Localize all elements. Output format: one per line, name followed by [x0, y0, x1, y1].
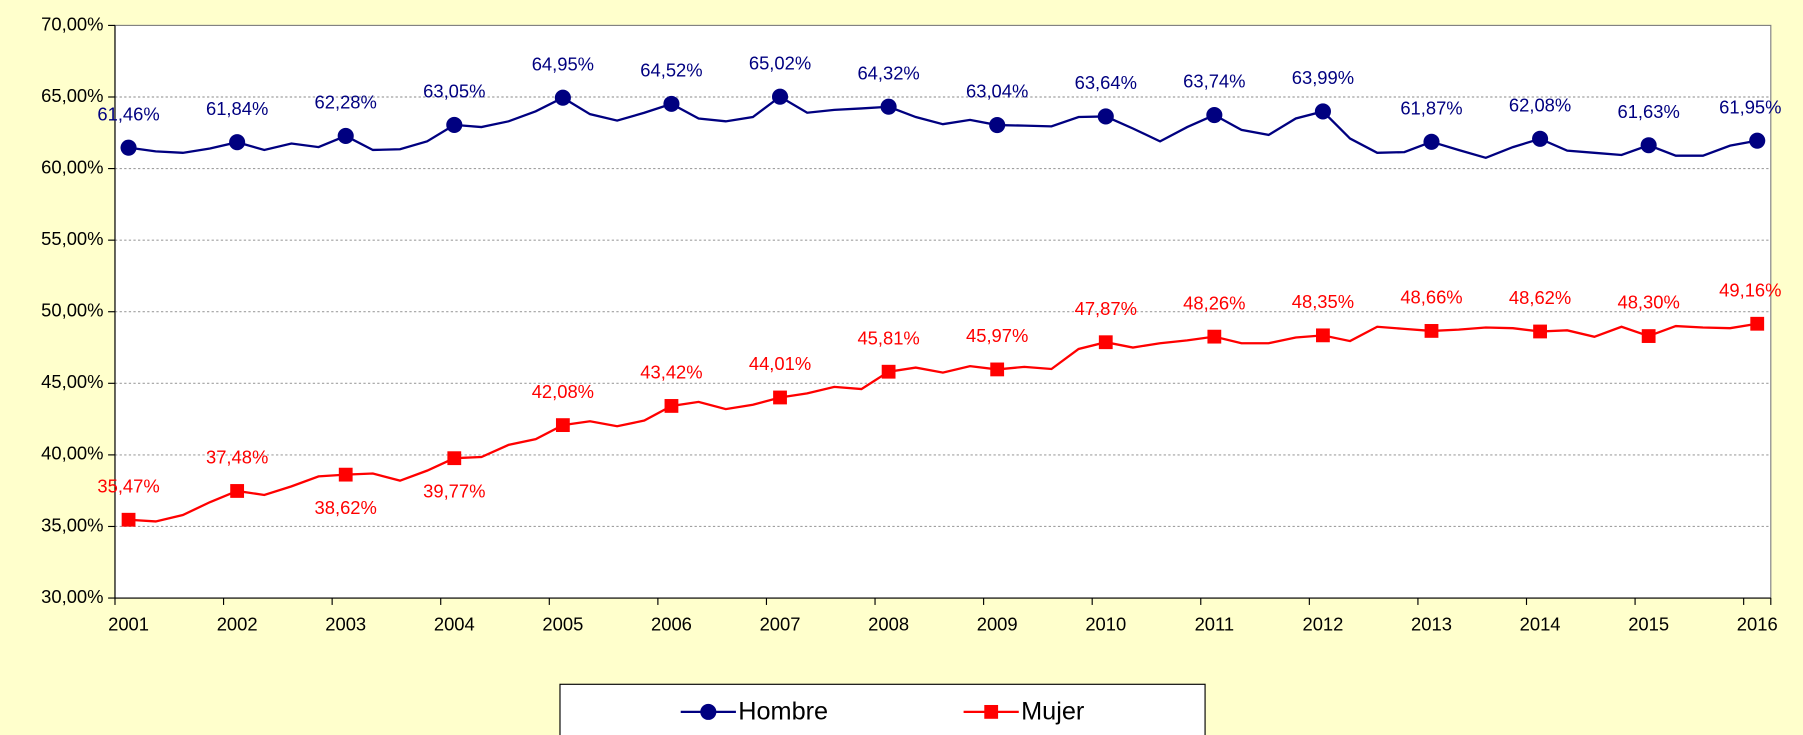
- marker: [990, 362, 1005, 377]
- data-label: 45,97%: [966, 325, 1028, 346]
- marker: [120, 139, 137, 156]
- data-label: 44,01%: [749, 353, 811, 374]
- data-label: 63,99%: [1292, 67, 1354, 88]
- y-tick-label: 30,00%: [41, 586, 103, 607]
- marker: [1640, 137, 1657, 154]
- marker: [663, 95, 680, 112]
- x-tick-label: 2013: [1411, 614, 1452, 635]
- series-line: [128, 95, 1758, 160]
- y-tick-label: 55,00%: [41, 228, 103, 249]
- x-tick-label: 2001: [108, 614, 149, 635]
- data-label: 63,05%: [423, 81, 485, 102]
- y-tick-label: 70,00%: [41, 13, 103, 34]
- y-tick-label: 40,00%: [41, 443, 103, 464]
- x-tick-label: 2014: [1520, 614, 1561, 635]
- marker: [1423, 133, 1440, 150]
- data-label: 64,52%: [640, 60, 702, 81]
- x-tick-label: 2007: [760, 614, 801, 635]
- data-label: 42,08%: [532, 381, 594, 402]
- x-tick-label: 2006: [651, 614, 692, 635]
- marker: [337, 127, 354, 144]
- data-label: 63,04%: [966, 81, 1028, 102]
- marker: [338, 467, 353, 482]
- marker: [229, 134, 246, 151]
- marker: [1316, 328, 1330, 343]
- data-label: 48,62%: [1509, 287, 1571, 308]
- data-label: 49,16%: [1719, 279, 1781, 300]
- marker: [773, 390, 787, 405]
- legend-label: Hombre: [738, 698, 828, 726]
- marker: [230, 484, 245, 498]
- marker: [1097, 108, 1114, 125]
- legend-marker: [984, 704, 999, 719]
- legend-label: Mujer: [1021, 698, 1084, 726]
- data-label: 47,87%: [1075, 298, 1137, 319]
- data-label: 48,26%: [1183, 292, 1245, 313]
- y-tick-label: 50,00%: [41, 300, 103, 321]
- legend-box: [559, 683, 1206, 735]
- data-label: 37,48%: [206, 447, 268, 468]
- data-label: 45,81%: [857, 327, 919, 348]
- marker: [447, 451, 462, 466]
- marker: [1098, 335, 1113, 350]
- x-tick-label: 2004: [434, 614, 475, 635]
- marker: [989, 117, 1006, 134]
- data-label: 62,28%: [315, 92, 377, 113]
- marker: [1206, 106, 1223, 124]
- data-label: 61,63%: [1617, 101, 1679, 122]
- marker: [1641, 329, 1656, 343]
- y-tick-label: 65,00%: [41, 85, 103, 106]
- data-label: 65,02%: [749, 52, 811, 73]
- marker: [554, 89, 571, 106]
- data-label: 38,62%: [315, 497, 377, 518]
- data-label: 61,95%: [1719, 96, 1781, 117]
- marker: [1424, 324, 1439, 338]
- data-label: 61,46%: [97, 103, 159, 124]
- x-tick-label: 2011: [1195, 614, 1235, 635]
- data-label: 35,47%: [97, 475, 159, 496]
- data-label: 64,95%: [532, 53, 594, 74]
- marker: [1749, 132, 1766, 149]
- data-label: 64,32%: [857, 62, 919, 83]
- data-label: 48,66%: [1400, 287, 1462, 308]
- data-label: 61,84%: [206, 98, 268, 119]
- data-label: 61,87%: [1400, 97, 1462, 118]
- marker: [1532, 130, 1549, 147]
- data-label: 63,74%: [1183, 71, 1245, 92]
- y-tick-label: 60,00%: [41, 156, 103, 177]
- data-label: 48,30%: [1617, 292, 1679, 313]
- data-label: 48,35%: [1292, 291, 1354, 312]
- marker: [446, 116, 463, 133]
- x-tick-label: 2009: [977, 614, 1018, 635]
- series-line: [128, 322, 1758, 523]
- x-tick-label: 2016: [1737, 614, 1778, 635]
- marker: [121, 512, 136, 527]
- x-tick-label: 2010: [1085, 614, 1126, 635]
- legend-marker: [700, 703, 717, 720]
- x-tick-label: 2012: [1302, 614, 1343, 635]
- y-tick-label: 45,00%: [41, 371, 103, 392]
- x-tick-label: 2003: [325, 614, 366, 635]
- marker: [1533, 324, 1547, 339]
- marker: [880, 98, 897, 115]
- marker: [881, 364, 896, 379]
- marker: [1314, 103, 1331, 120]
- y-tick-label: 35,00%: [41, 514, 103, 535]
- marker: [771, 88, 789, 105]
- data-label: 43,42%: [640, 362, 702, 383]
- marker: [1207, 329, 1222, 344]
- data-label: 62,08%: [1509, 94, 1571, 115]
- x-tick-label: 2005: [542, 614, 583, 635]
- marker: [664, 399, 679, 413]
- data-label: 39,77%: [423, 481, 485, 502]
- x-tick-label: 2008: [868, 614, 909, 635]
- marker: [1750, 316, 1765, 331]
- x-tick-label: 2015: [1628, 614, 1669, 635]
- data-label: 63,64%: [1075, 72, 1137, 93]
- x-tick-label: 2002: [217, 614, 258, 635]
- marker: [555, 418, 570, 433]
